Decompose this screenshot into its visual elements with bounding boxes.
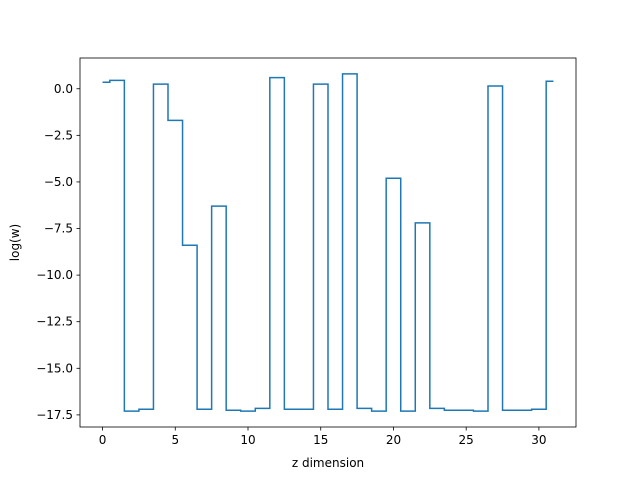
y-tick-label-4: −10.0: [36, 268, 73, 282]
x-axis-label: z dimension: [292, 456, 364, 470]
y-tick-label-1: −2.5: [44, 128, 73, 142]
axes-frame: [79, 57, 577, 428]
x-tick-label-3: 15: [313, 433, 328, 447]
x-tick-label-2: 10: [240, 433, 255, 447]
y-tick-label-6: −15.0: [36, 361, 73, 375]
y-tick-label-3: −7.5: [44, 222, 73, 236]
y-tick-label-7: −17.5: [36, 408, 73, 422]
series-line-0: [102, 73, 554, 412]
x-tick-label-4: 20: [386, 433, 401, 447]
y-tick-label-0: 0.0: [54, 82, 73, 96]
x-tick-label-1: 5: [171, 433, 179, 447]
x-tick-label-6: 30: [531, 433, 546, 447]
y-tick-label-5: −12.5: [36, 315, 73, 329]
x-tick-label-5: 25: [459, 433, 474, 447]
x-tick-label-0: 0: [99, 433, 107, 447]
y-tick-label-2: −5.0: [44, 175, 73, 189]
y-axis-label: log(w): [8, 224, 22, 261]
